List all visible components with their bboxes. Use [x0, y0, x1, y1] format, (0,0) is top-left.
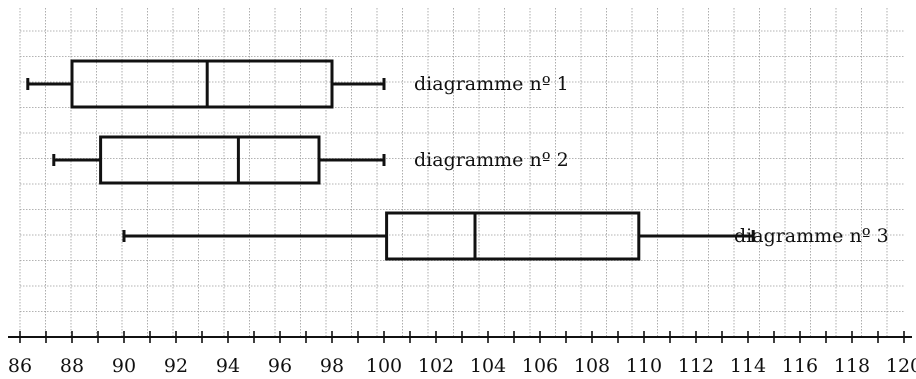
- x-tick-label: 118: [834, 355, 870, 377]
- iqr-box: [385, 211, 641, 261]
- box-plot-label: diagramme nº 2: [414, 149, 569, 171]
- x-tick-label: 114: [730, 355, 766, 377]
- box-plots: diagramme nº 1 diagramme nº 2 diagramme nº…: [26, 59, 889, 261]
- grid: [19, 8, 904, 338]
- x-tick-label: 102: [418, 355, 454, 377]
- x-tick-label: 100: [366, 355, 402, 377]
- iqr-box: [99, 135, 321, 185]
- x-tick-label: 90: [112, 355, 136, 377]
- box-plot-label: diagramme nº 1: [414, 73, 569, 95]
- x-axis: 86 88 90 92 94 96 98 100 102 104 106 108 110 112 114 11…: [8, 331, 916, 377]
- box-plot-1: diagramme nº 1: [26, 59, 569, 109]
- x-tick-label: 120: [886, 355, 916, 377]
- x-tick-label: 96: [268, 355, 292, 377]
- box-plot-2: diagramme nº 2: [52, 135, 569, 185]
- x-tick-label: 92: [164, 355, 188, 377]
- x-tick-label: 112: [678, 355, 714, 377]
- x-tick-label: 108: [574, 355, 610, 377]
- x-tick-label: 104: [470, 355, 506, 377]
- x-tick-label: 98: [320, 355, 344, 377]
- x-tick-label: 110: [626, 355, 662, 377]
- box-plot-3: diagramme nº 3: [122, 211, 889, 261]
- x-tick-label: 88: [60, 355, 84, 377]
- x-tick-label: 106: [522, 355, 558, 377]
- x-tick-label: 86: [8, 355, 32, 377]
- box-plot-label: diagramme nº 3: [734, 225, 889, 247]
- iqr-box: [70, 59, 334, 109]
- x-tick-label: 94: [216, 355, 240, 377]
- x-tick-label: 116: [782, 355, 818, 377]
